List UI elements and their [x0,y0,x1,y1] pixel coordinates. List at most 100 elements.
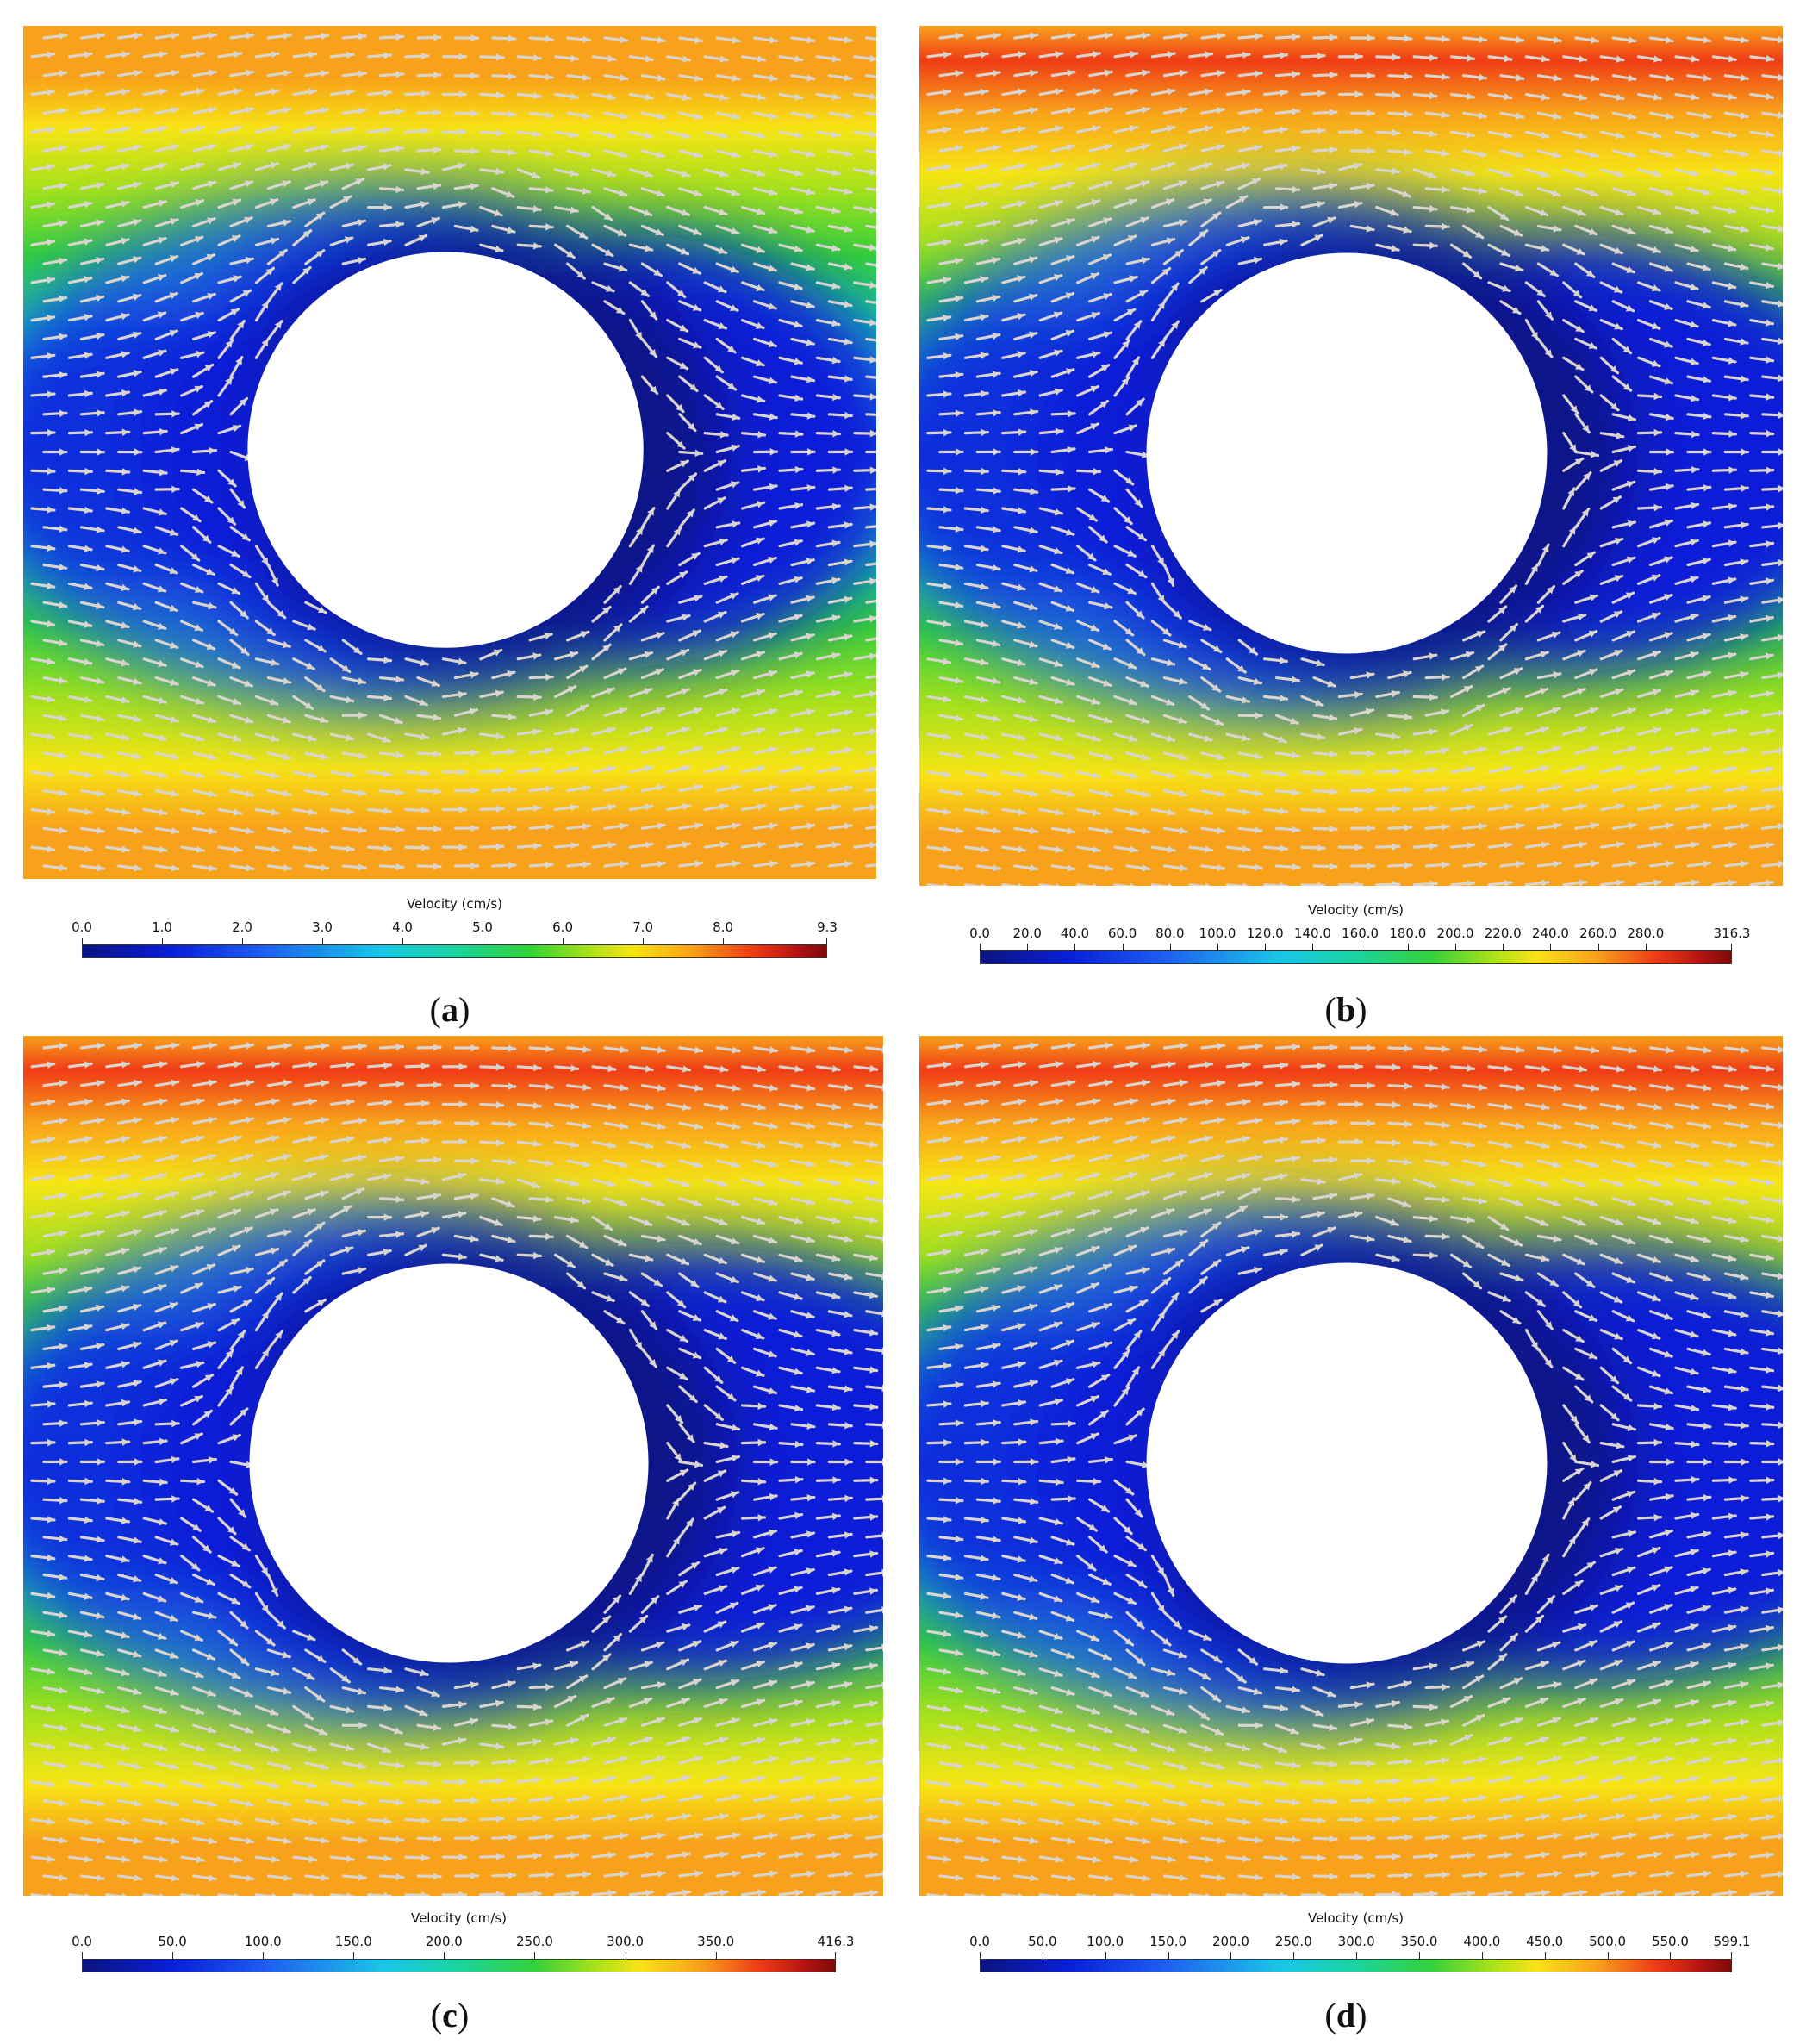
caption-a: (a) [429,990,470,1029]
colorbar-tick-mark [1645,944,1647,950]
colorbar-tick-mark [980,944,981,950]
colorbar-tick-label: 4.0 [392,919,413,935]
colorbar-tick-label: 416.3 [817,1934,855,1949]
cylinder-obstacle [1146,252,1548,654]
colorbar-tick-label: 200.0 [425,1934,463,1949]
colorbar-tick-label: 9.3 [817,919,838,935]
colorbar-tick-mark [1550,944,1552,950]
colorbar-tick-label: 150.0 [334,1934,372,1949]
velocity-arrows [926,32,1783,886]
colorbar-tick-label: 100.0 [1199,925,1236,941]
colorbar-title-d: Velocity (cm/s) [1307,1910,1404,1926]
colorbar-tick-label: 8.0 [713,919,734,935]
colorbar-tick-label: 5.0 [472,919,493,935]
velocity-field-c [23,1036,883,1896]
caption-letter-d: d [1336,1996,1356,2035]
colorbar-tick-label: 0.0 [72,1934,92,1949]
colorbar-tick-mark [1356,1952,1358,1959]
colorbar-tick-label: 240.0 [1531,925,1569,941]
velocity-arrows [30,1042,883,1896]
colorbar-tick-mark [1481,1952,1483,1959]
colorbar-tick-mark [1312,944,1314,950]
colorbar-tick-label: 140.0 [1293,925,1331,941]
colorbar-tick-label: 40.0 [1060,925,1090,941]
colorbar-tick-mark [322,938,324,944]
colorbar-tick-label: 300.0 [1337,1934,1375,1949]
colorbar-tick-mark [1731,944,1732,950]
colorbar-title-c: Velocity (cm/s) [410,1910,508,1926]
colorbar-tick-mark [82,1952,83,1959]
colorbar-tick-mark [1027,944,1029,950]
panel-c [23,1036,883,1896]
colorbar-tick-mark [1503,944,1504,950]
colorbar-tick-label: 2.0 [232,919,252,935]
cylinder-obstacle [1146,1262,1548,1664]
panel-d [919,1036,1783,1896]
velocity-field-d [919,1036,1783,1896]
colorbar-tick-label: 100.0 [1087,1934,1124,1949]
colorbar-tick-mark [715,1952,717,1959]
colorbar-tick-label: 300.0 [607,1934,645,1949]
colorbar-tick-label: 280.0 [1627,925,1665,941]
colorbar-tick-mark [980,1952,981,1959]
colorbar-tick-mark [1074,944,1076,950]
colorbar-tick-label: 150.0 [1149,1934,1187,1949]
colorbar-gradient-b [980,950,1732,964]
colorbar-tick-label: 1.0 [152,919,172,935]
colorbar-tick-label: 60.0 [1107,925,1137,941]
colorbar-title-a: Velocity (cm/s) [406,896,503,912]
colorbar-tick-label: 250.0 [515,1934,553,1949]
colorbar-tick-label: 0.0 [969,925,990,941]
colorbar-tick-mark [82,938,83,944]
cylinder-obstacle [249,1263,649,1663]
colorbar-tick-label: 50.0 [1028,1934,1057,1949]
colorbar-tick-mark [534,1952,536,1959]
colorbar-tick-label: 500.0 [1589,1934,1627,1949]
colorbar-gradient-d [980,1959,1732,1972]
colorbar-tick-label: 6.0 [552,919,573,935]
colorbar-tick-mark [1544,1952,1546,1959]
colorbar-tick-mark [1217,944,1218,950]
colorbar-tick-mark [1670,1952,1672,1959]
colorbar-d: Velocity (cm/s) 0.0 50.0 100.0 150.0 200.0 25… [969,1910,1750,1979]
colorbar-tick-label: 550.0 [1651,1934,1689,1949]
colorbar-tick-mark [1293,1952,1295,1959]
panel-a [23,26,876,879]
colorbar-tick-label: 160.0 [1342,925,1379,941]
colorbar-tick-label: 599.1 [1713,1934,1751,1949]
colorbar-tick-label: 20.0 [1012,925,1042,941]
colorbar-tick-label: 0.0 [969,1934,990,1949]
colorbar-tick-mark [1597,944,1599,950]
colorbar-tick-label: 0.0 [72,919,92,935]
colorbar-tick-mark [563,938,564,944]
caption-d: (d) [1324,1996,1367,2035]
caption-letter-b: b [1336,990,1356,1029]
colorbar-tick-label: 100.0 [244,1934,282,1949]
colorbar-tick-label: 450.0 [1526,1934,1564,1949]
colorbar-tick-mark [1230,1952,1232,1959]
colorbar-tick-label: 350.0 [1400,1934,1438,1949]
colorbar-tick-mark [1731,1952,1732,1959]
colorbar-tick-label: 316.3 [1713,925,1751,941]
colorbar-b: Velocity (cm/s) 0.0 20.0 40.0 60.0 80.0 100.0… [969,902,1750,971]
colorbar-tick-mark [402,938,404,944]
colorbar-tick-label: 220.0 [1484,925,1522,941]
colorbar-tick-mark [723,938,725,944]
colorbar-tick-mark [1419,1952,1420,1959]
colorbar-tick-label: 180.0 [1389,925,1427,941]
colorbar-tick-label: 350.0 [697,1934,735,1949]
colorbar-tick-mark [1607,1952,1609,1959]
colorbar-tick-mark [444,1952,445,1959]
caption-letter-a: a [441,990,458,1029]
velocity-field-a [23,26,876,879]
colorbar-tick-mark [1105,1952,1106,1959]
colorbar-gradient-c [82,1959,836,1972]
colorbar-tick-label: 120.0 [1246,925,1284,941]
colorbar-tick-mark [826,938,827,944]
colorbar-title-b: Velocity (cm/s) [1307,902,1404,918]
velocity-field-b [919,26,1783,886]
colorbar-tick-mark [643,938,645,944]
colorbar-gradient-a [82,944,827,958]
colorbar-tick-mark [172,1952,174,1959]
colorbar-tick-mark [162,938,163,944]
